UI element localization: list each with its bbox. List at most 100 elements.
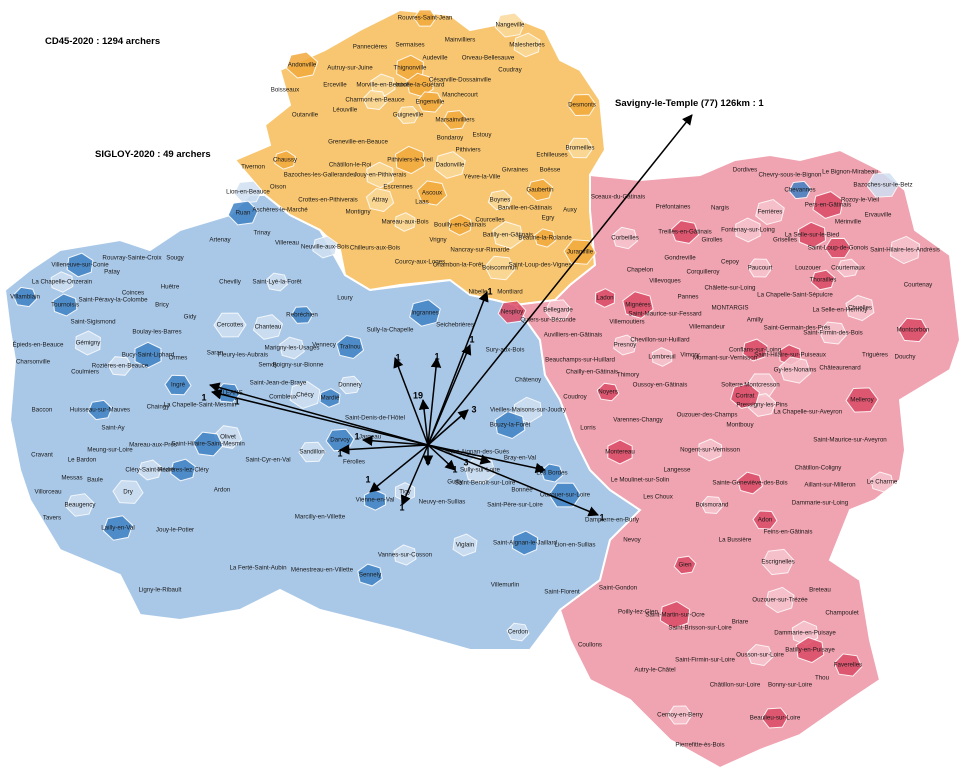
commune-label: Pithiviers-le-Vieil: [387, 157, 433, 164]
commune-label: Donnery: [338, 382, 362, 389]
commune-label: Rouvres-Saint-Jean: [398, 15, 453, 22]
commune-label: Lorris: [580, 425, 595, 432]
commune-label: Autry-le-Châtel: [634, 667, 675, 674]
commune-label: Gondreville: [664, 255, 696, 262]
commune-label: Chevannes: [784, 187, 815, 194]
commune-area: [75, 330, 101, 356]
commune-label: Poilly-lez-Gien: [618, 609, 658, 616]
commune-label: Givraines: [502, 167, 528, 174]
commune-label: Fontenay-sur-Loing: [721, 227, 775, 234]
commune-area: [319, 388, 341, 408]
commune-label: Cepoy: [721, 259, 740, 266]
commune-label: Boësse: [540, 167, 561, 174]
commune-label: Chevillon-sur-Huillard: [630, 337, 690, 344]
arrow-count: 1: [399, 502, 404, 512]
commune-label: Sermaises: [395, 42, 424, 49]
commune-label: Briare: [732, 619, 749, 626]
commune-label: Saint-Père-sur-Loire: [487, 502, 543, 509]
arrow-count: 1: [434, 351, 439, 361]
commune-label: Bouzy-la-Forêt: [490, 422, 531, 429]
commune-label: Marsainvilliers: [435, 117, 474, 124]
commune-label: Léouville: [333, 107, 358, 114]
commune-label: Rebréchien: [286, 312, 318, 319]
commune-label: Châtillon-le-Roi: [329, 162, 371, 169]
commune-label: Tigy: [399, 489, 411, 496]
commune-label: Viglain: [456, 542, 475, 549]
arrow: [361, 435, 429, 446]
commune-area: [742, 338, 768, 362]
commune-label: Dadonville: [436, 162, 465, 169]
commune-label: Auvilliers-en-Gâtinais: [544, 332, 602, 339]
commune-label: Châtillon-Coligny: [795, 465, 843, 472]
commune-label: Patay: [104, 269, 121, 276]
commune-area: [492, 221, 524, 249]
commune-area: [442, 110, 468, 130]
commune-label: Villeneuve-sur-Conie: [51, 262, 109, 269]
commune-area: [265, 272, 289, 292]
commune-area: [730, 383, 760, 409]
commune-area: [170, 458, 196, 482]
commune-label: Chécy: [296, 392, 314, 399]
commune-area: [363, 489, 387, 511]
commune-label: Lailly-en-Val: [101, 525, 135, 532]
commune-label: Barville-en-Gâtinais: [498, 205, 552, 212]
commune-label: Lion-en-Sullias: [555, 542, 596, 549]
commune-label: Boismorand: [695, 502, 729, 509]
arrow-count: 1: [452, 464, 457, 474]
commune-label: Saint-Firmin-sur-Loire: [675, 657, 735, 664]
commune-label: Presnoy: [614, 342, 638, 349]
commune-label: Chevilly: [219, 279, 242, 286]
commune-label: Ousson-sur-Loire: [736, 652, 784, 659]
commune-label: Saint-Aignan-le-Jaillard: [493, 540, 558, 547]
commune-label: Engenville: [416, 99, 445, 106]
commune-area: [513, 32, 541, 58]
commune-label: Villevoques: [649, 278, 681, 285]
commune-label: Jouy-le-Potier: [156, 527, 194, 534]
commune-area: [285, 51, 319, 79]
arrow-count: 1: [234, 396, 239, 406]
commune-area: [164, 374, 192, 396]
commune-area: [396, 105, 420, 125]
commune-label: Villamblain: [10, 294, 40, 301]
commune-label: Sougy: [166, 255, 184, 262]
arrow: [338, 444, 429, 455]
commune-label: Villemoutiers: [609, 319, 644, 326]
commune-label: Traînou: [339, 344, 361, 351]
commune-label: Pithiviers: [455, 147, 480, 154]
commune-label: Boynes: [490, 197, 511, 204]
commune-label: Pannecières: [353, 44, 387, 51]
commune-label: Saint-Maurice-sur-Aveyron: [813, 437, 887, 444]
commune-label: Ouzouer-sur-Loire: [540, 492, 591, 499]
commune-label: Auxy: [563, 207, 578, 214]
commune-label: Saint-Maurice-sur-Fessard: [628, 311, 702, 318]
commune-label: Huisseau-sur-Mauves: [70, 407, 130, 414]
commune-label: Montigny: [345, 209, 371, 216]
commune-area: [747, 258, 773, 278]
commune-area: [810, 269, 836, 291]
commune-label: Bazoches-sur-le-Betz: [853, 182, 912, 189]
commune-area: [252, 314, 284, 340]
commune-area: [12, 286, 38, 308]
commune-label: Aillant-sur-Milleron: [804, 482, 856, 489]
commune-label: Dordives: [733, 167, 757, 174]
commune-area: [494, 410, 526, 440]
commune-area: [452, 533, 478, 557]
commune-area: [394, 212, 416, 232]
commune-area: [290, 306, 314, 324]
commune-label: Coudroy: [563, 394, 587, 401]
commune-label: Erceville: [323, 82, 347, 89]
commune-label: Nancray-sur-Rimarde: [450, 247, 510, 254]
commune-area: [567, 93, 597, 117]
commune-area: [50, 271, 74, 293]
commune-label: Sainte-Geneviève-des-Bois: [712, 480, 787, 487]
commune-label: Saint-Benoît-sur-Loire: [455, 480, 516, 487]
club-caption: SIGLOY-2020 : 49 archers: [95, 149, 211, 160]
commune-label: Thignonville: [393, 65, 427, 72]
commune-label: Chaingy: [147, 404, 171, 411]
commune-area: [52, 293, 78, 317]
commune-label: Girolles: [702, 237, 723, 244]
commune-area: [752, 510, 778, 530]
commune-label: Bazoches-les-Gallerandes: [284, 172, 357, 179]
commune-label: Escrignelles: [761, 559, 794, 566]
